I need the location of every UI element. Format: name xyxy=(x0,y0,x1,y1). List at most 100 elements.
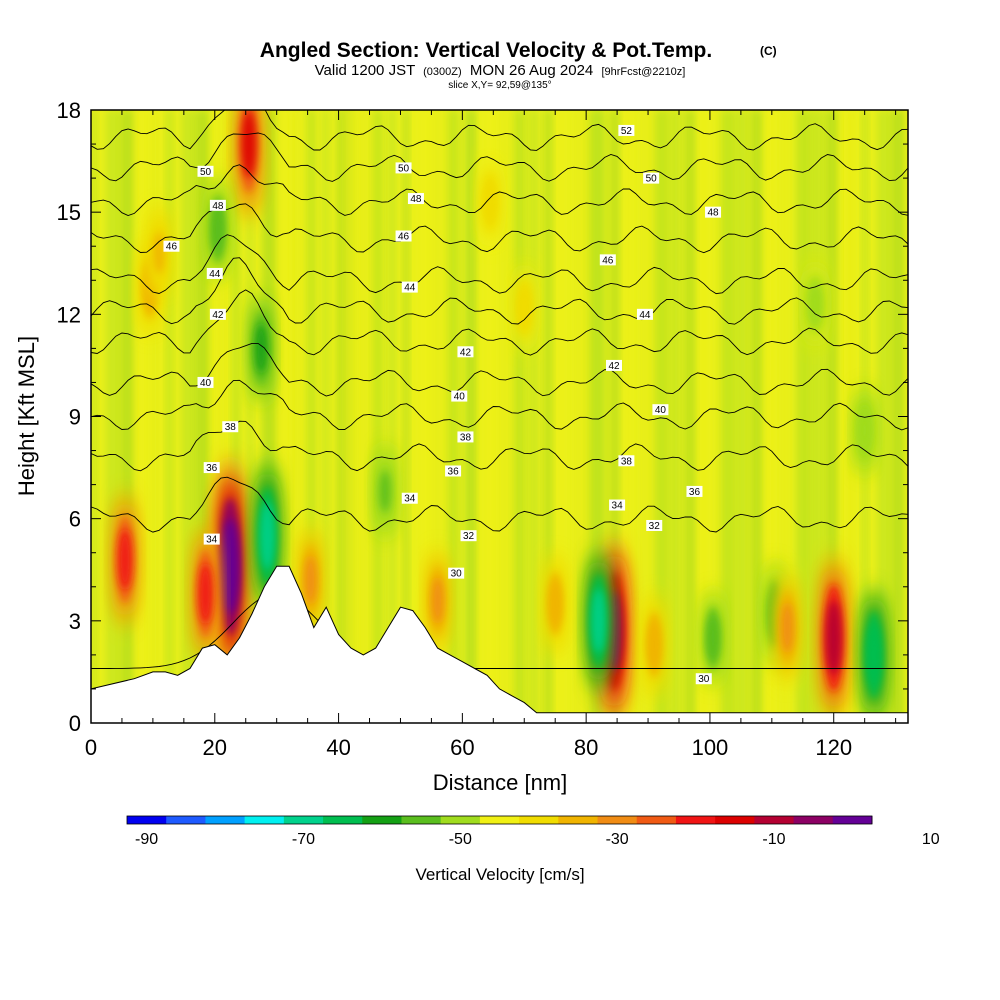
contour-label-box xyxy=(209,199,226,211)
contour-label: 38 xyxy=(621,456,633,467)
colorbar-tick-label: -10 xyxy=(762,831,785,848)
texture-band xyxy=(388,110,396,723)
contour-label-box xyxy=(646,519,663,531)
contour-label-box xyxy=(203,533,220,545)
contour-label-box xyxy=(609,499,626,511)
colorbar-tick-label: -70 xyxy=(292,831,315,848)
texture-band xyxy=(463,110,472,723)
theta-contour-30 xyxy=(91,593,908,669)
contour-label-box xyxy=(618,124,635,136)
x-tick-label: 20 xyxy=(203,735,227,760)
contour-label: 44 xyxy=(639,310,651,321)
contour-label: 36 xyxy=(448,466,460,477)
y-tick-label: 9 xyxy=(69,405,81,430)
colorbar-swatch xyxy=(558,816,599,824)
contour-label-box xyxy=(695,673,712,685)
texture-band xyxy=(625,110,632,723)
y-axis-label: Height [Kft MSL] xyxy=(14,336,39,496)
subtitle-valid: Valid 1200 JST xyxy=(315,62,415,79)
contour-label: 50 xyxy=(398,163,410,174)
velocity-feature xyxy=(198,563,213,624)
theta-contour-46 xyxy=(91,203,908,254)
colorbar-swatch xyxy=(519,816,559,824)
contour-label-box xyxy=(163,240,180,252)
velocity-feature xyxy=(518,288,530,327)
texture-band xyxy=(247,110,253,723)
texture-band xyxy=(217,110,227,723)
contour-label: 50 xyxy=(646,174,658,185)
colorbar-swatch xyxy=(832,816,873,824)
texture-band xyxy=(559,110,565,723)
theta-contour-38 xyxy=(91,342,908,397)
texture-band xyxy=(796,110,812,723)
texture-band xyxy=(484,110,500,723)
contour-label: 38 xyxy=(225,422,237,433)
colorbar-swatch xyxy=(597,816,638,824)
texture-band xyxy=(700,110,708,723)
theta-contour-36 xyxy=(91,379,908,431)
velocity-feature xyxy=(867,624,881,686)
contour-label-box xyxy=(407,193,424,205)
texture-band xyxy=(448,110,459,723)
texture-band xyxy=(322,110,329,723)
texture-band xyxy=(307,110,316,723)
contour-label: 30 xyxy=(698,674,710,685)
contour-label-box xyxy=(401,281,418,293)
contour-label: 46 xyxy=(602,255,614,266)
contour-label: 34 xyxy=(612,501,624,512)
contour-label: 46 xyxy=(398,232,410,243)
theta-contour-42 xyxy=(91,257,908,325)
texture-band xyxy=(373,110,383,723)
y-tick-label: 15 xyxy=(57,200,81,225)
contour-label-box xyxy=(686,485,703,497)
texture-band xyxy=(841,110,851,723)
colorbar-swatch xyxy=(479,816,520,824)
theta-contour-52 xyxy=(91,110,908,151)
colorbar-swatch xyxy=(754,816,795,824)
contour-label: 42 xyxy=(608,361,620,372)
x-tick-label: 0 xyxy=(85,735,97,760)
contour-label-box xyxy=(636,308,653,320)
colorbar-swatch xyxy=(793,816,834,824)
texture-band xyxy=(574,110,589,723)
contour-label: 46 xyxy=(166,242,178,253)
contour-label: 40 xyxy=(200,378,212,389)
contour-label-box xyxy=(643,172,660,184)
contour-label-box xyxy=(448,567,465,579)
velocity-feature xyxy=(484,182,496,222)
contour-label: 48 xyxy=(707,208,719,219)
contour-label-box xyxy=(652,404,669,416)
contour-label: 30 xyxy=(451,569,463,580)
texture-band xyxy=(469,110,476,723)
contour-label-box xyxy=(457,431,474,443)
y-tick-label: 3 xyxy=(69,609,81,634)
contour-label: 52 xyxy=(621,126,633,137)
contour-label: 50 xyxy=(200,167,212,178)
texture-band xyxy=(544,110,552,723)
theta-contours xyxy=(91,110,908,669)
colorbar-tick-label: -30 xyxy=(606,831,629,848)
contour-label: 44 xyxy=(404,283,416,294)
terrain xyxy=(91,565,908,723)
contour-label: 34 xyxy=(206,535,218,546)
velocity-feature xyxy=(118,529,132,590)
contour-label-box xyxy=(395,162,412,174)
texture-band xyxy=(736,110,749,723)
velocity-feature xyxy=(241,110,257,178)
contour-label-box xyxy=(401,492,418,504)
texture-band xyxy=(499,110,513,723)
colorbar-frame xyxy=(126,815,873,825)
contour-label-box xyxy=(457,346,474,358)
contour-label-box xyxy=(209,308,226,320)
texture-band xyxy=(877,110,892,723)
colorbar-label: Vertical Velocity [cm/s] xyxy=(415,865,584,884)
texture-band xyxy=(121,110,134,723)
subtitle-date: MON 26 Aug 2024 xyxy=(470,62,593,79)
texture-band xyxy=(655,110,669,723)
y-tick-label: 18 xyxy=(57,98,81,123)
chart-subtitle: Valid 1200 JST (0300Z) MON 26 Aug 2024 [… xyxy=(315,62,686,79)
velocity-feature xyxy=(260,502,275,570)
velocity-feature xyxy=(431,577,444,624)
colorbar-swatch xyxy=(283,816,324,824)
